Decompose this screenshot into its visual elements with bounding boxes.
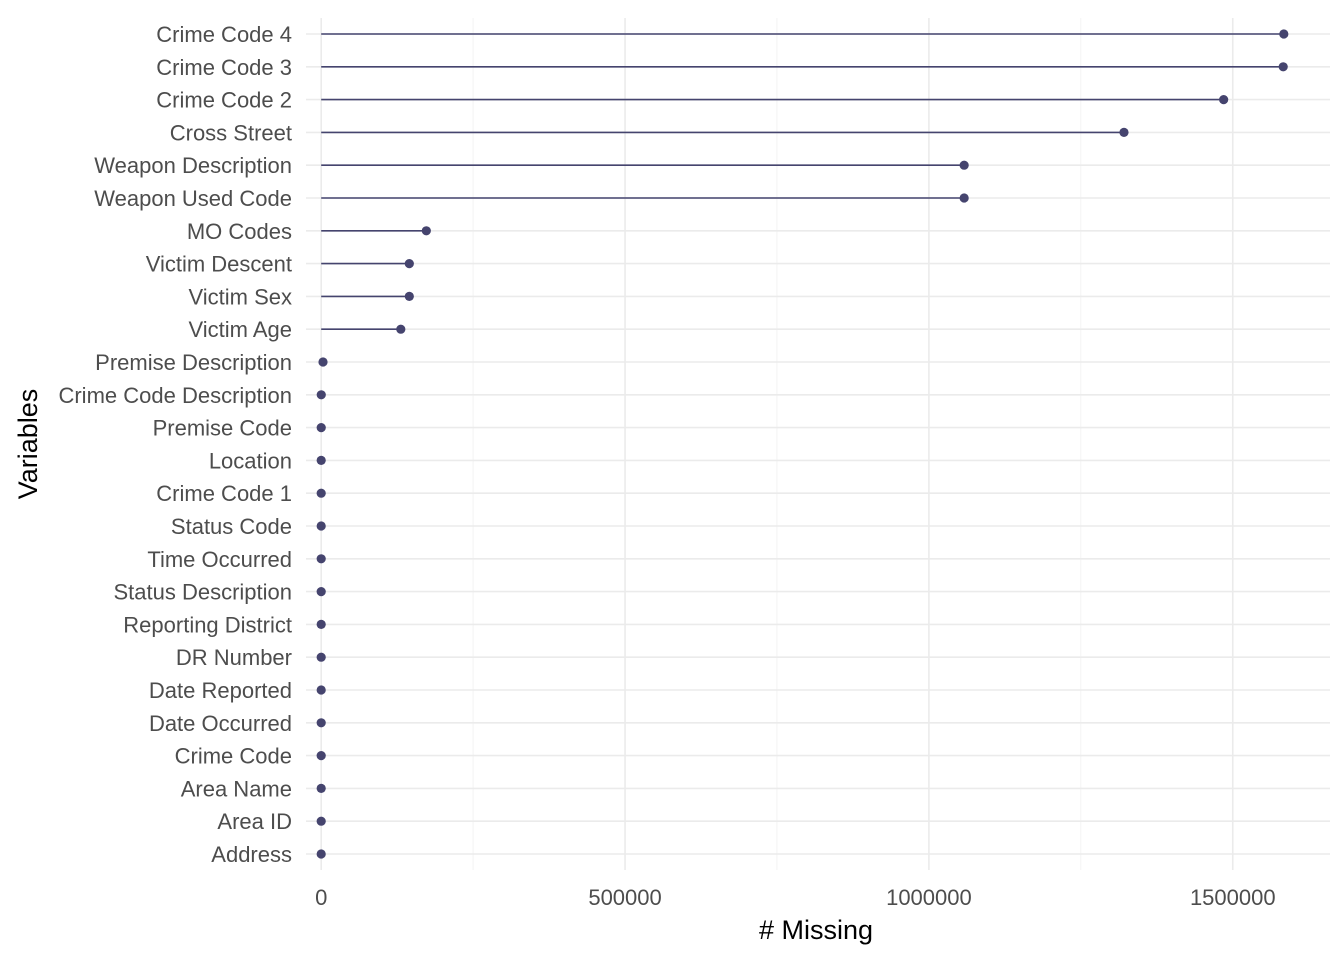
x-tick-labels: 0 500000 1000000 1500000 bbox=[315, 885, 1276, 910]
lollipop-point bbox=[316, 423, 326, 433]
y-axis-title: Variables bbox=[13, 389, 43, 500]
lollipop-point bbox=[316, 554, 326, 564]
lollipop-point bbox=[316, 751, 326, 761]
y-tick-label: Time Occurred bbox=[147, 547, 292, 572]
grid bbox=[306, 18, 1330, 870]
lollipop-point bbox=[316, 783, 326, 794]
lollipop-point bbox=[959, 193, 969, 203]
lollipop-point bbox=[318, 357, 328, 367]
y-tick-label: Crime Code bbox=[175, 744, 292, 769]
data-marks bbox=[316, 29, 1289, 859]
y-tick-label: Cross Street bbox=[170, 120, 292, 145]
y-tick-label: Weapon Used Code bbox=[94, 186, 292, 211]
y-tick-label: Address bbox=[211, 842, 292, 867]
y-tick-labels: Crime Code 4 Crime Code 3 Crime Code 2 Cros… bbox=[58, 22, 292, 867]
x-tick-label: 1500000 bbox=[1190, 885, 1276, 910]
y-tick-label: Crime Code 1 bbox=[156, 481, 292, 506]
y-tick-label: Status Description bbox=[113, 580, 292, 605]
x-tick-label: 0 bbox=[315, 885, 327, 910]
y-tick-label: Weapon Description bbox=[94, 153, 292, 178]
lollipop-point bbox=[316, 390, 326, 400]
y-tick-label: Victim Descent bbox=[146, 252, 292, 277]
lollipop-point bbox=[316, 521, 326, 531]
y-tick-label: Premise Description bbox=[95, 350, 292, 375]
x-tick-label: 1000000 bbox=[886, 885, 972, 910]
y-tick-label: Crime Code Description bbox=[58, 383, 292, 408]
y-tick-label: Date Reported bbox=[149, 678, 292, 703]
lollipop-point bbox=[1278, 62, 1288, 72]
lollipop-point bbox=[1219, 95, 1229, 105]
y-tick-label: Victim Age bbox=[188, 317, 292, 342]
lollipop-point bbox=[316, 816, 326, 826]
lollipop-point bbox=[421, 226, 431, 236]
y-tick-label: Victim Sex bbox=[188, 284, 292, 309]
y-tick-label: Location bbox=[209, 448, 292, 473]
lollipop-point bbox=[316, 619, 326, 630]
y-tick-label: Area Name bbox=[181, 776, 292, 801]
y-tick-label: Status Code bbox=[171, 514, 292, 539]
x-tick-label: 500000 bbox=[588, 885, 661, 910]
y-tick-label: Crime Code 4 bbox=[156, 22, 292, 47]
y-tick-label: Date Occurred bbox=[149, 711, 292, 736]
lollipop-point bbox=[1279, 29, 1289, 39]
lollipop-point bbox=[396, 324, 406, 334]
x-axis-title: # Missing bbox=[759, 915, 873, 945]
lollipop-point bbox=[404, 291, 414, 301]
y-tick-label: Reporting District bbox=[123, 612, 292, 637]
y-tick-label: Crime Code 2 bbox=[156, 88, 292, 113]
lollipop-point bbox=[316, 718, 326, 728]
lollipop-point bbox=[959, 160, 969, 170]
y-tick-label: Area ID bbox=[217, 809, 292, 834]
lollipop-point bbox=[316, 488, 326, 498]
y-tick-label: Premise Code bbox=[153, 416, 292, 441]
y-tick-label: DR Number bbox=[176, 645, 292, 670]
lollipop-point bbox=[316, 652, 326, 662]
lollipop-point bbox=[1119, 127, 1129, 137]
lollipop-point bbox=[316, 685, 326, 695]
lollipop-point bbox=[316, 587, 326, 597]
lollipop-point bbox=[316, 455, 326, 465]
lollipop-point bbox=[316, 849, 326, 859]
lollipop-point bbox=[404, 259, 414, 269]
y-tick-label: Crime Code 3 bbox=[156, 55, 292, 80]
y-tick-label: MO Codes bbox=[187, 219, 292, 244]
